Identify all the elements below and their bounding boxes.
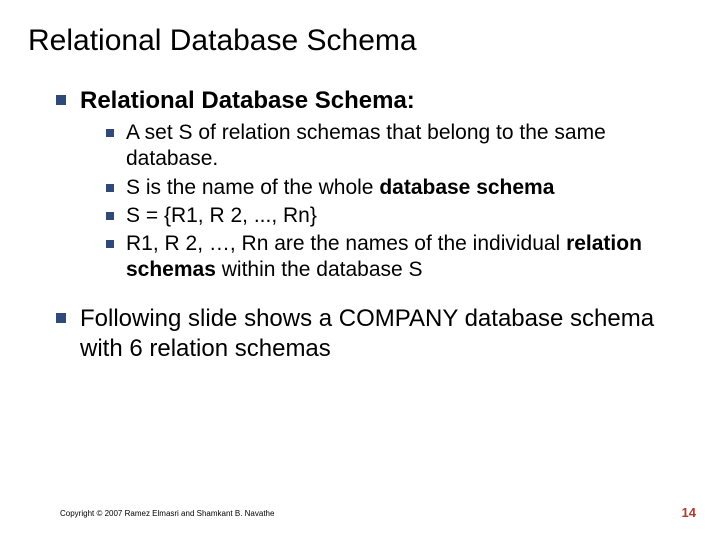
page-number: 14 <box>682 505 696 520</box>
bullet-text: S is the name of the whole database sche… <box>126 175 554 201</box>
plain-text: S is the name of the whole <box>126 176 379 199</box>
list-item: Relational Database Schema: <box>56 86 692 116</box>
plain-text: R1, R 2, …, Rn are the names of the indi… <box>126 232 566 255</box>
slide-title: Relational Database Schema <box>28 24 692 58</box>
list-item: Following slide shows a COMPANY database… <box>56 304 692 364</box>
bullet-text: Relational Database Schema: <box>80 86 415 116</box>
square-bullet-icon <box>106 240 114 248</box>
copyright-footer: Copyright © 2007 Ramez Elmasri and Shamk… <box>60 509 274 518</box>
square-bullet-icon <box>106 184 114 192</box>
bullet-text: A set S of relation schemas that belong … <box>126 120 692 173</box>
list-item: R1, R 2, …, Rn are the names of the indi… <box>106 231 692 284</box>
square-bullet-icon <box>106 129 114 137</box>
square-bullet-icon <box>106 212 114 220</box>
sub-list: A set S of relation schemas that belong … <box>56 120 692 284</box>
bold-text: database schema <box>379 176 554 199</box>
slide-content: Relational Database Schema: A set S of r… <box>28 86 692 364</box>
list-item: S = {R1, R 2, ..., Rn} <box>106 203 692 229</box>
bullet-text: R1, R 2, …, Rn are the names of the indi… <box>126 231 692 284</box>
plain-text: within the database S <box>216 258 423 281</box>
bold-text: Relational Database Schema: <box>80 87 415 114</box>
bullet-text: Following slide shows a COMPANY database… <box>80 304 692 364</box>
bullet-text: S = {R1, R 2, ..., Rn} <box>126 203 317 229</box>
square-bullet-icon <box>56 313 66 323</box>
square-bullet-icon <box>56 95 66 105</box>
list-item: S is the name of the whole database sche… <box>106 175 692 201</box>
list-item: A set S of relation schemas that belong … <box>106 120 692 173</box>
